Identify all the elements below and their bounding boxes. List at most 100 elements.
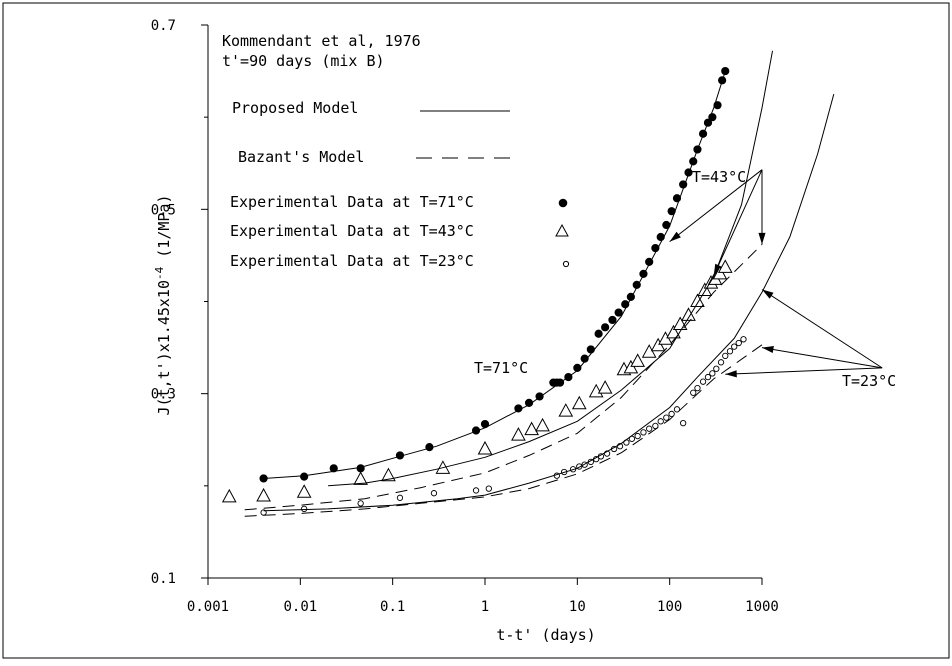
data-point-43c bbox=[524, 421, 539, 436]
x-tick-label: 1 bbox=[481, 599, 489, 615]
data-point-71c bbox=[586, 345, 595, 354]
chart-title-line-2: t'=90 days (mix B) bbox=[222, 52, 385, 70]
x-axis-label: t-t' (days) bbox=[496, 626, 595, 644]
callout-line-t23 bbox=[761, 347, 883, 369]
proposed-model-curve bbox=[263, 93, 835, 512]
y-axis-label-unit: (1/MPa) bbox=[155, 195, 173, 267]
data-point-43c bbox=[221, 488, 237, 503]
data-point-23c bbox=[668, 410, 675, 418]
data-point-23c bbox=[357, 500, 364, 507]
annotation-t71: T=71°C bbox=[474, 359, 528, 377]
callout-arrows bbox=[669, 169, 883, 378]
data-point-23c bbox=[680, 420, 687, 427]
data-point-71c bbox=[698, 129, 708, 138]
data-point-43c bbox=[296, 484, 312, 498]
legend-exp43-marker bbox=[555, 223, 569, 237]
y-axis-label-exponent: -4 bbox=[153, 266, 166, 280]
data-point-23c bbox=[735, 339, 742, 347]
data-point-23c bbox=[485, 485, 492, 492]
y-tick-label: 0.7 bbox=[151, 18, 176, 34]
data-point-23c bbox=[663, 414, 670, 421]
x-tick-label: 10 bbox=[569, 599, 586, 615]
data-point-23c bbox=[699, 378, 707, 385]
data-point-43c bbox=[558, 403, 574, 417]
data-point-23c bbox=[301, 505, 308, 513]
data-point-71c bbox=[573, 363, 582, 372]
data-point-43c bbox=[477, 440, 493, 455]
data-point-23c bbox=[430, 490, 438, 497]
data-point-23c bbox=[396, 494, 404, 501]
annotation-t43: T=43°C bbox=[692, 168, 746, 186]
x-tick-label: 0.01 bbox=[283, 599, 317, 615]
data-point-43c bbox=[697, 282, 713, 296]
data-point-43c bbox=[511, 427, 526, 441]
x-tick-label: 1000 bbox=[745, 599, 779, 615]
data-point-23c bbox=[709, 370, 716, 377]
callout-arrowhead-t23 bbox=[725, 370, 737, 378]
data-point-23c bbox=[704, 373, 712, 381]
data-point-71c bbox=[329, 464, 338, 473]
y-axis-label: J(t,t')x1.45x10-4 (1/MPa) bbox=[153, 195, 173, 416]
data-point-71c bbox=[608, 315, 617, 325]
data-point-23c bbox=[657, 418, 664, 425]
callout-arrowhead-t23 bbox=[762, 345, 774, 353]
data-point-23c bbox=[472, 487, 480, 494]
legend-bazant-label: Bazant's Model bbox=[238, 148, 364, 166]
y-axis-label-main: J(t,t')x1.45x10 bbox=[155, 280, 173, 415]
annotation-t23: T=23°C bbox=[842, 372, 896, 390]
data-point-71c bbox=[713, 101, 722, 110]
data-point-23c bbox=[731, 343, 738, 350]
data-point-23c bbox=[690, 389, 697, 396]
legend-exp23-label: Experimental Data at T=23°C bbox=[230, 252, 474, 270]
chart-title-line-1: Kommendant et al, 1976 bbox=[222, 32, 421, 50]
legend-exp43-label: Experimental Data at T=43°C bbox=[230, 222, 474, 240]
data-point-23c bbox=[717, 359, 725, 366]
callout-line-t23 bbox=[761, 289, 883, 369]
y-tick-label: 0.1 bbox=[151, 571, 176, 587]
data-point-23c bbox=[652, 422, 659, 430]
data-point-43c bbox=[717, 259, 733, 273]
data-point-71c bbox=[514, 404, 523, 413]
axis-ticks: 0.001 0.01 0.1 1 10 100 1000 0.1 0.3 0.5 0.7 bbox=[151, 18, 779, 615]
data-point-23c bbox=[722, 352, 729, 360]
legend-exp71-label: Experimental Data at T=71°C bbox=[230, 193, 474, 211]
data-point-23c bbox=[694, 384, 701, 392]
callout-arrowhead-t23 bbox=[762, 289, 774, 299]
data-point-71c bbox=[356, 464, 365, 473]
data-point-43c bbox=[256, 487, 271, 502]
data-point-23c bbox=[634, 432, 641, 440]
data-point-23c bbox=[673, 406, 681, 413]
callout-line-t23 bbox=[725, 367, 883, 375]
data-point-43c bbox=[571, 395, 587, 410]
y-tick-label: 0.3 bbox=[151, 387, 176, 403]
callout-arrowhead-t43 bbox=[669, 231, 681, 242]
series-layer bbox=[221, 50, 835, 517]
data-point-43c bbox=[381, 467, 396, 482]
data-point-43c bbox=[666, 324, 681, 339]
data-point-23c bbox=[713, 365, 720, 372]
data-point-71c bbox=[721, 66, 730, 76]
y-tick-label: 0.5 bbox=[151, 202, 176, 218]
data-point-43c bbox=[681, 307, 696, 321]
proposed-model-curve bbox=[328, 50, 773, 487]
data-point-23c bbox=[640, 429, 647, 436]
data-point-71c bbox=[524, 398, 534, 407]
x-tick-label: 0.1 bbox=[380, 599, 405, 615]
data-point-71c bbox=[594, 329, 603, 338]
callout-arrowhead-t43 bbox=[758, 232, 766, 245]
data-point-71c bbox=[684, 168, 693, 177]
data-point-43c bbox=[535, 417, 550, 432]
legend-exp71-marker bbox=[558, 198, 568, 208]
legend-proposed-label: Proposed Model bbox=[232, 99, 358, 117]
data-point-71c bbox=[300, 472, 309, 481]
data-point-43c bbox=[630, 353, 645, 367]
data-point-23c bbox=[740, 336, 747, 343]
bazant-model-curve bbox=[244, 244, 763, 511]
legend-exp23-marker bbox=[562, 260, 570, 268]
data-point-71c bbox=[614, 308, 623, 317]
callout-line-t43 bbox=[713, 169, 763, 276]
data-point-71c bbox=[601, 323, 610, 332]
